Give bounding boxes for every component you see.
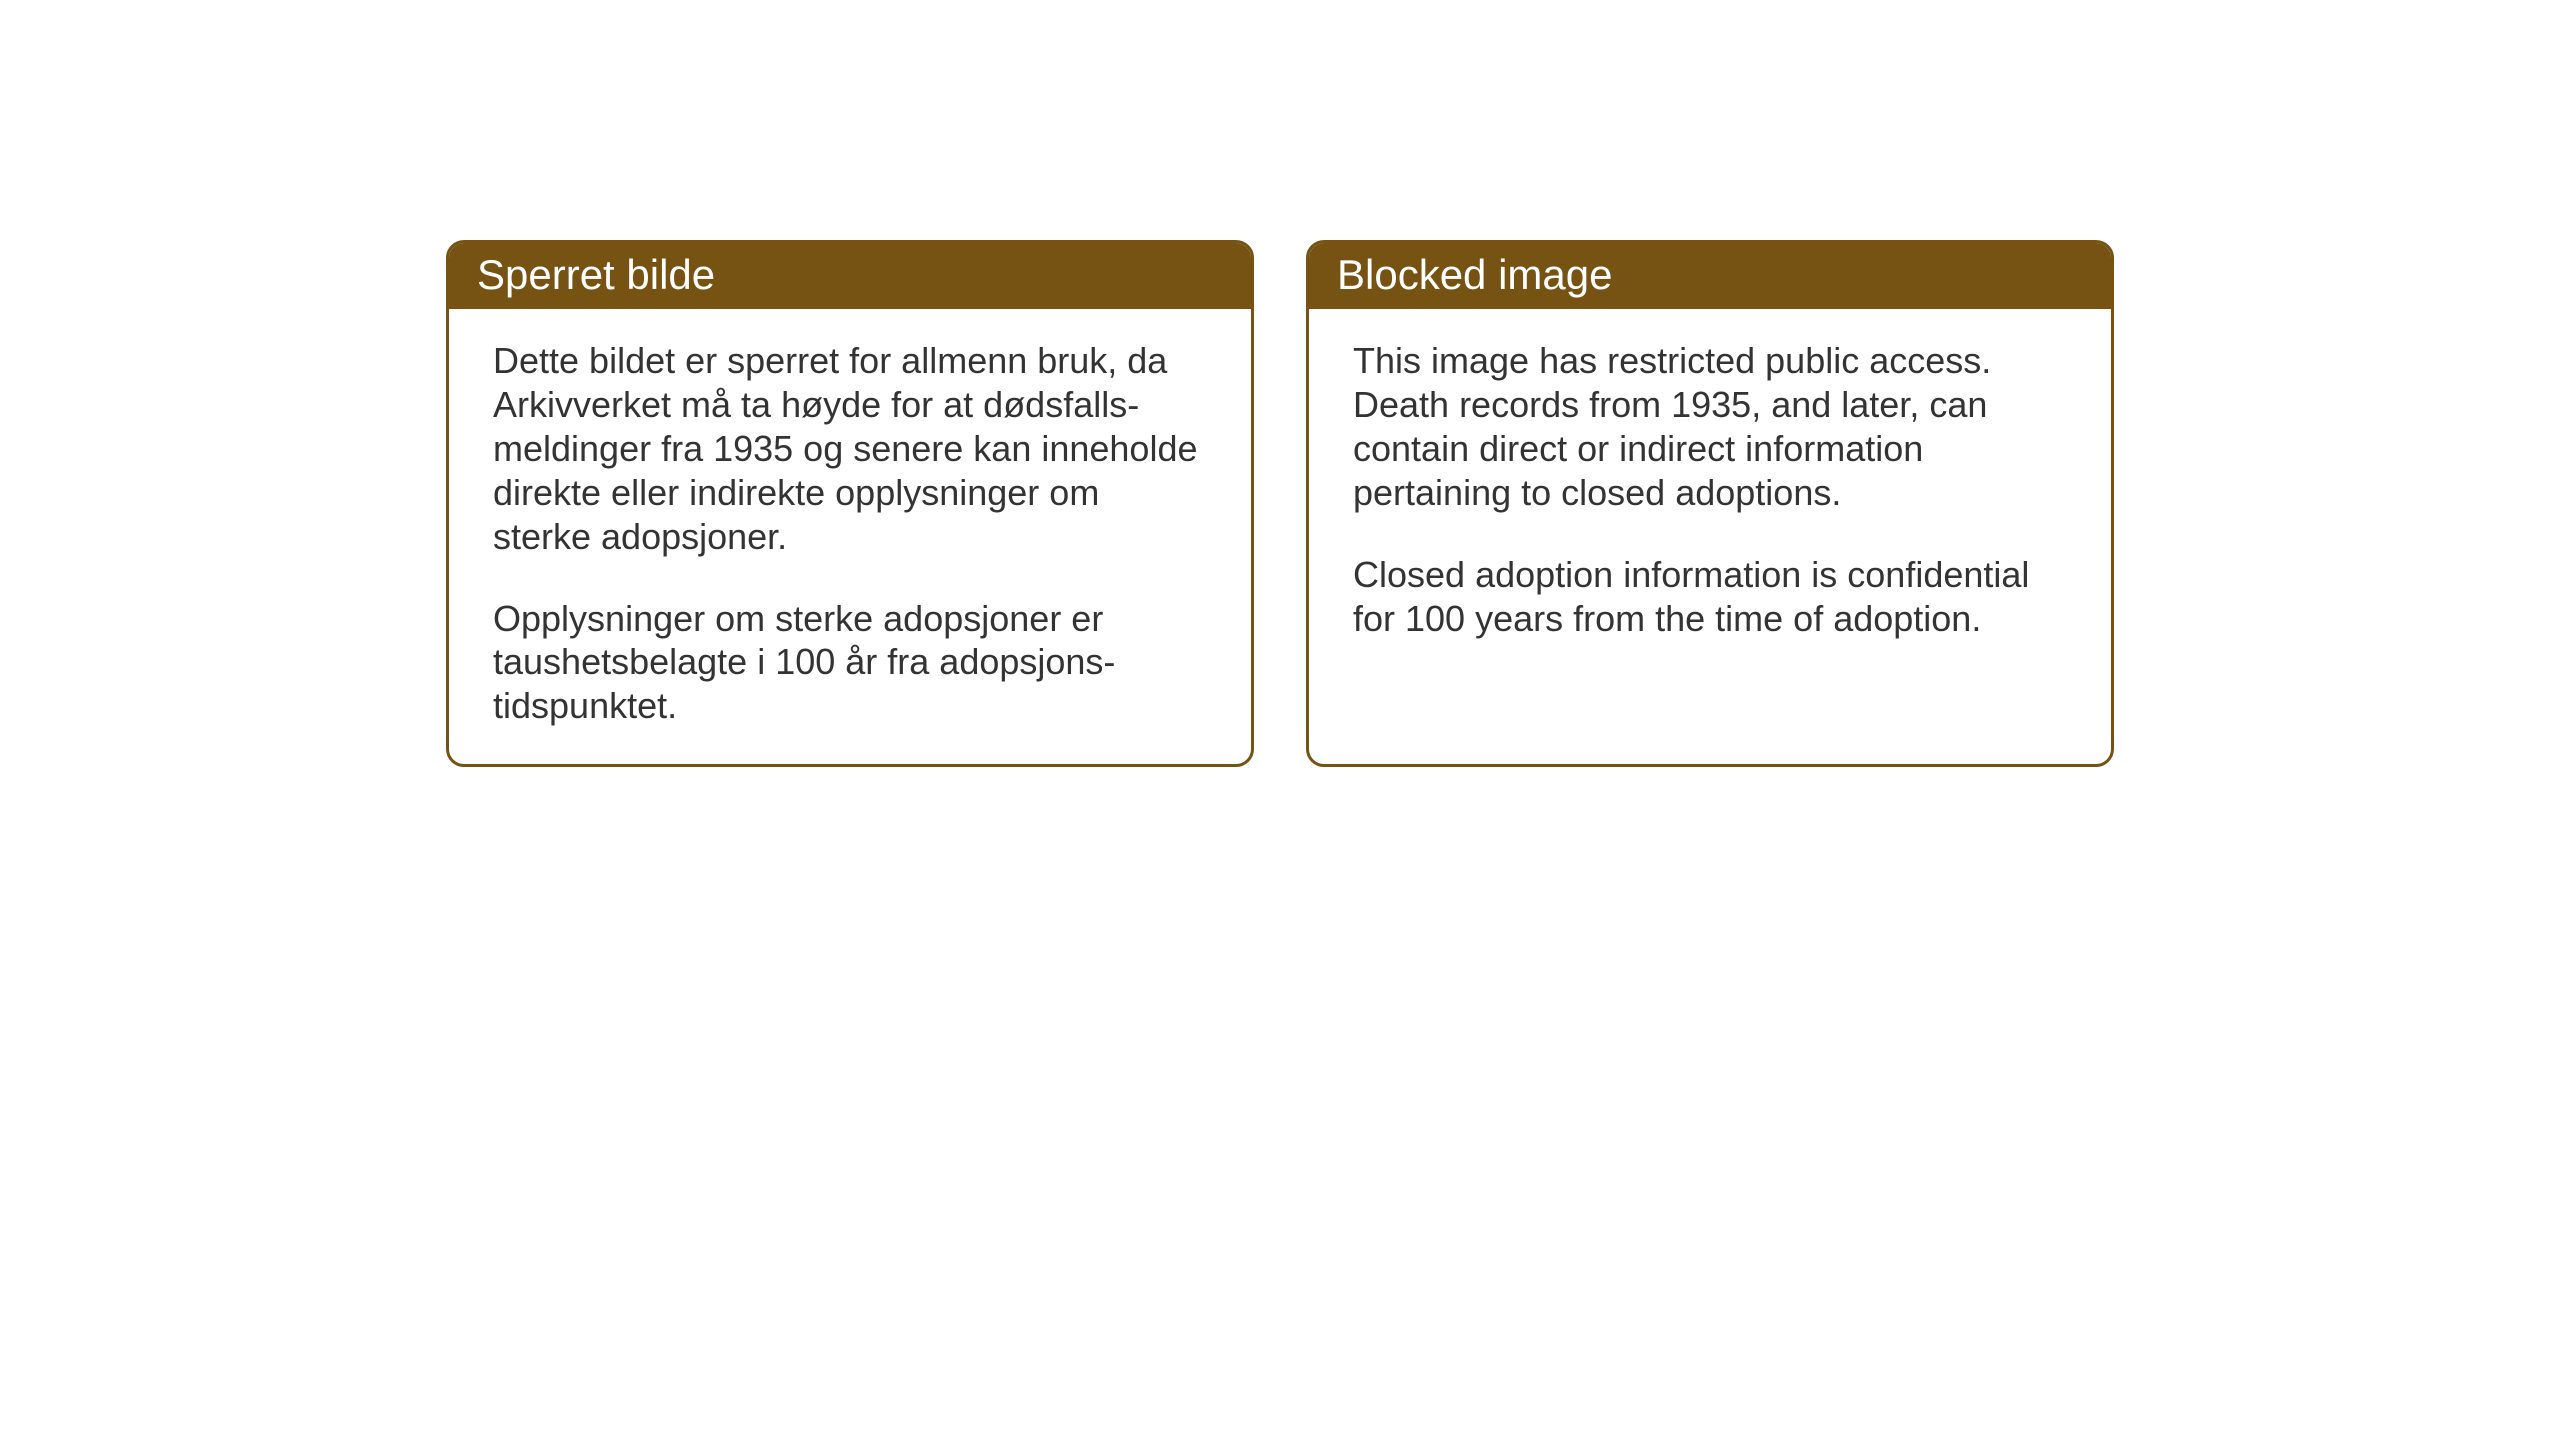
notice-box-english: Blocked image This image has restricted … (1306, 240, 2114, 767)
notice-box-norwegian: Sperret bilde Dette bildet er sperret fo… (446, 240, 1254, 767)
notice-header-norwegian: Sperret bilde (449, 243, 1251, 309)
notice-header-english: Blocked image (1309, 243, 2111, 309)
notice-body-english: This image has restricted public access.… (1309, 309, 2111, 721)
notice-paragraph-1-norwegian: Dette bildet er sperret for allmenn bruk… (493, 339, 1207, 559)
notice-paragraph-1-english: This image has restricted public access.… (1353, 339, 2067, 515)
notice-paragraph-2-norwegian: Opplysninger om sterke adopsjoner er tau… (493, 597, 1207, 729)
notice-paragraph-2-english: Closed adoption information is confident… (1353, 553, 2067, 641)
notice-container: Sperret bilde Dette bildet er sperret fo… (446, 240, 2114, 767)
notice-body-norwegian: Dette bildet er sperret for allmenn bruk… (449, 309, 1251, 764)
